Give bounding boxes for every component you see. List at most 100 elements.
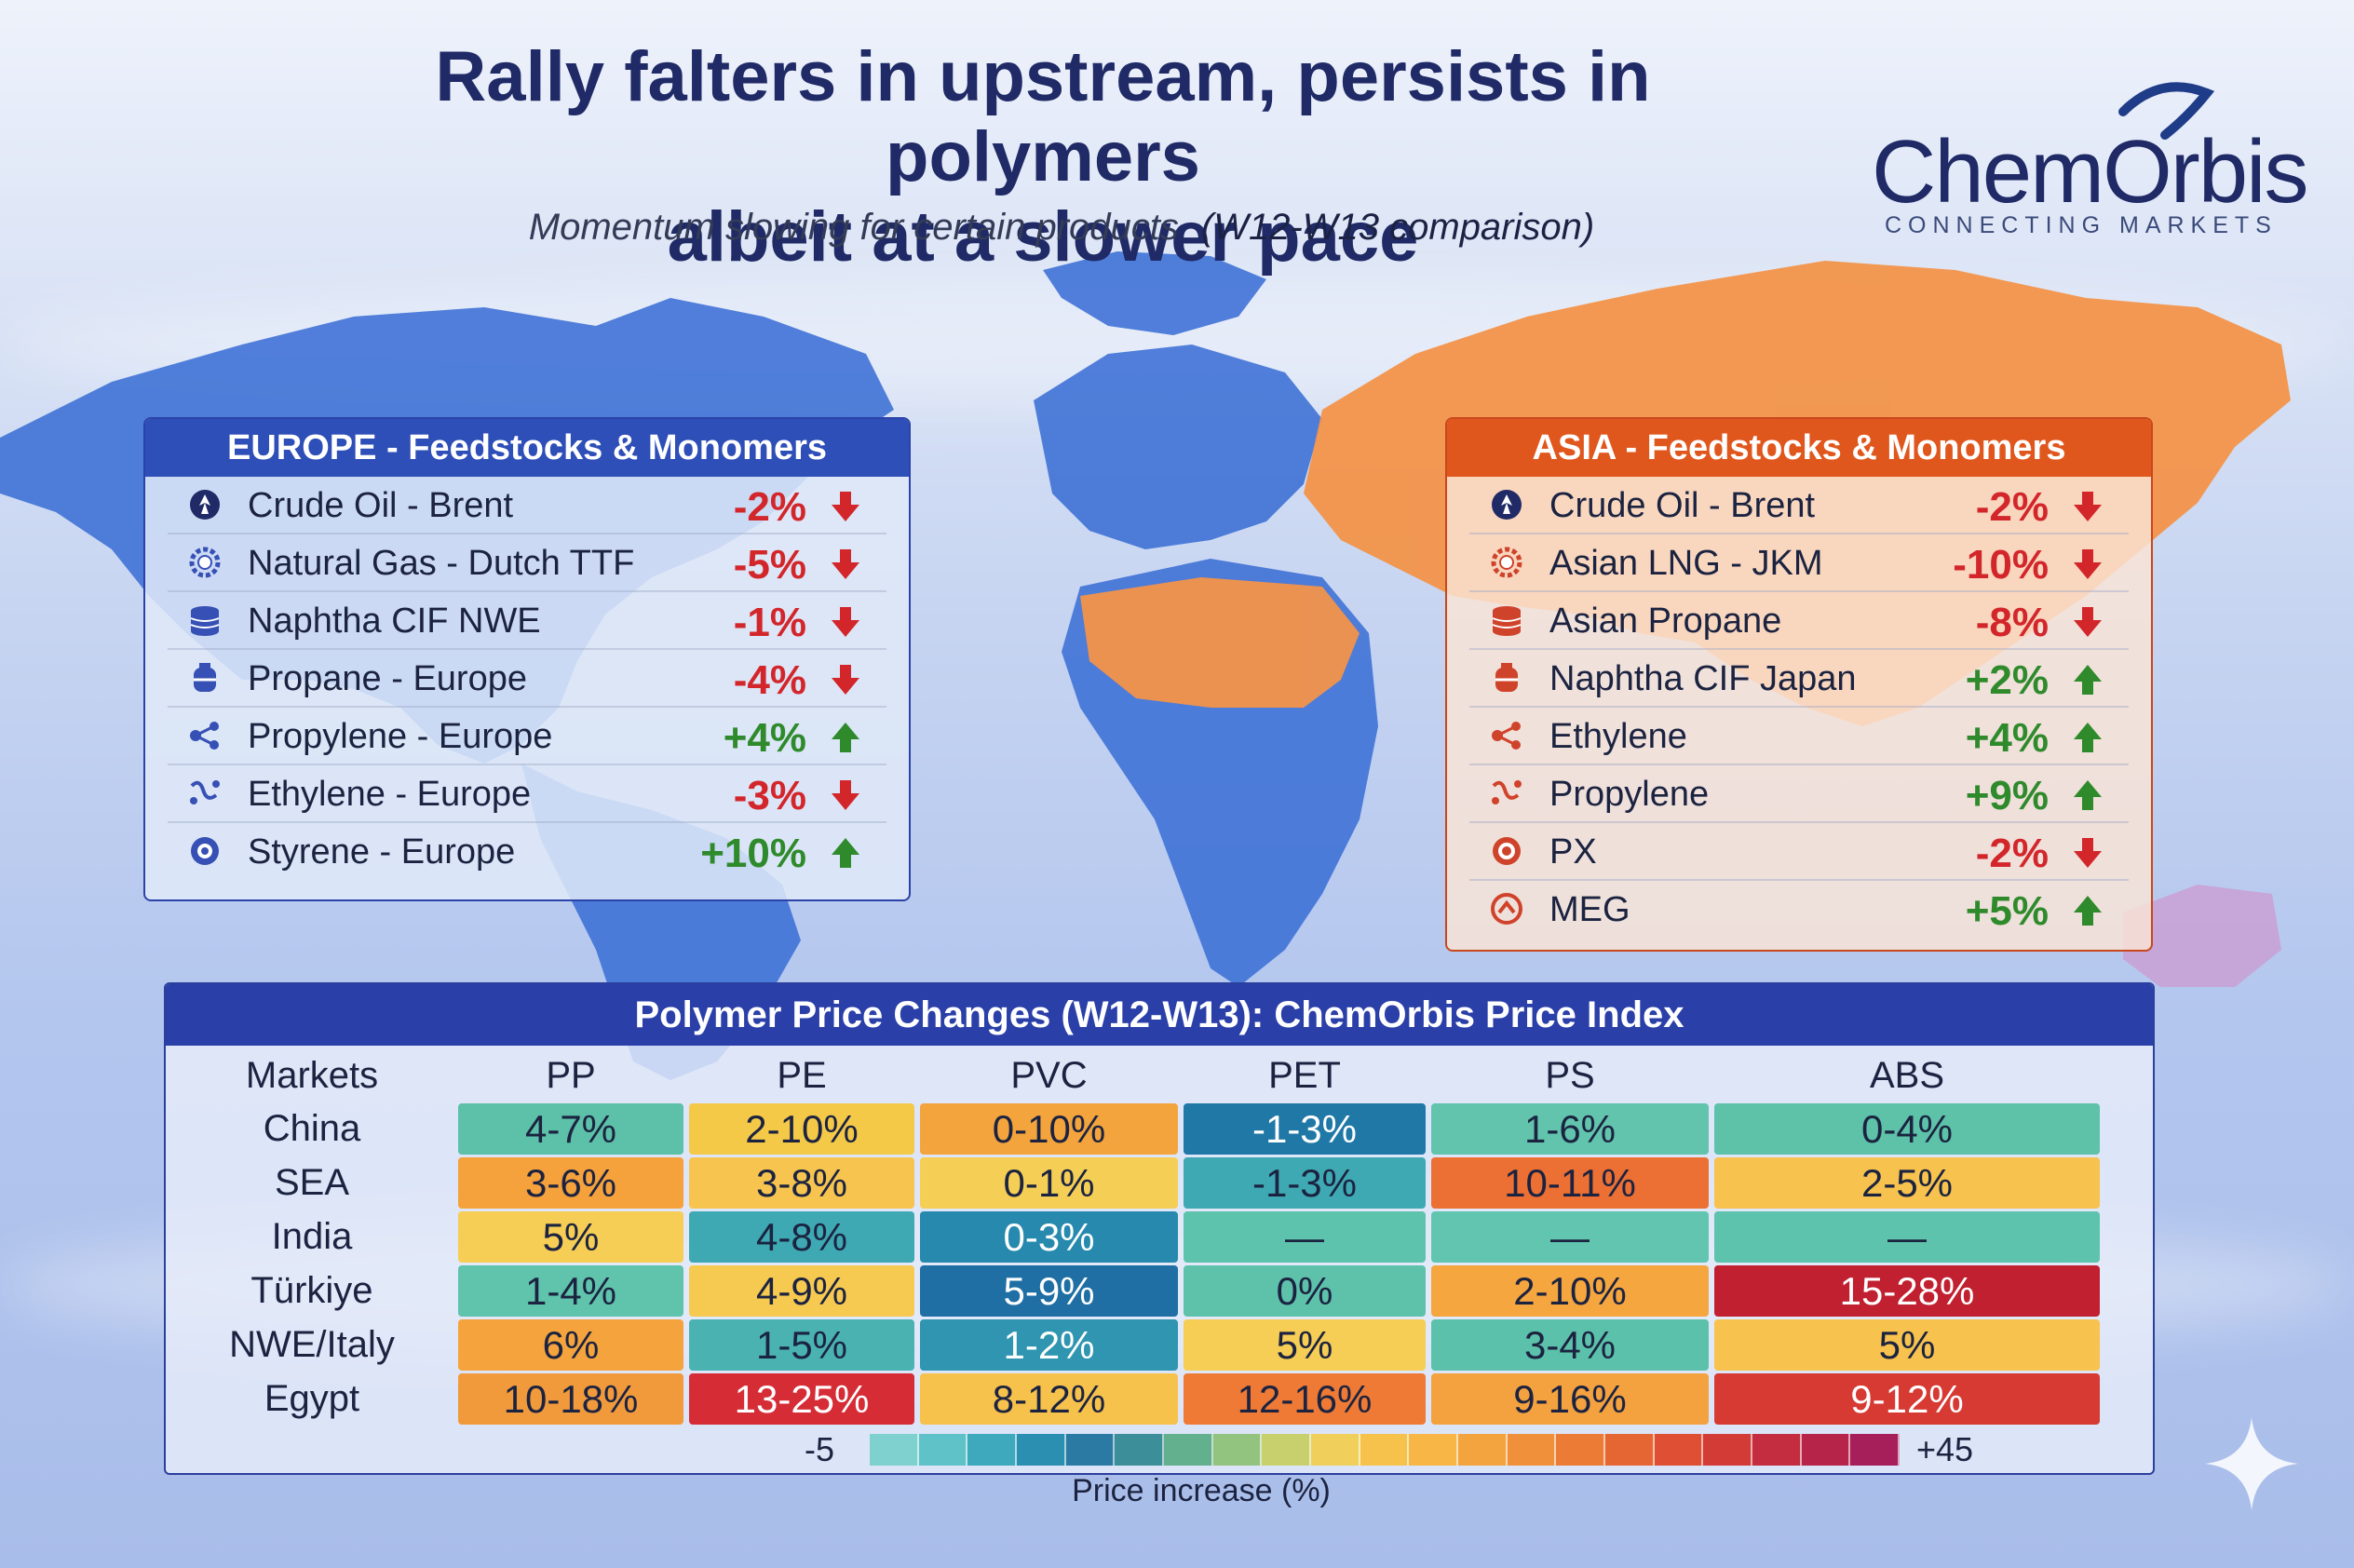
meg-icon [1491,893,1522,925]
gear-icon [1491,547,1522,578]
asia-list: Crude Oil - Brent -2% Asian LNG - JKM -10% A… [1447,477,2151,937]
list-item: Propylene +9% [1469,765,2129,823]
styrene-ring-icon [191,837,219,865]
scale-swatch [1556,1434,1606,1466]
molecule-icon [190,722,219,750]
logo-wordmark: ChemOrbis [1872,122,2308,222]
price-cell: 4-8% [689,1211,914,1263]
price-cell: — [1431,1211,1709,1263]
arrow-up-icon [2074,896,2102,926]
item-name: Asian LNG - JKM [1549,544,1823,583]
color-scale [870,1434,1901,1466]
price-cell: 5-9% [920,1265,1178,1317]
europe-list: Crude Oil - Brent -2% Natural Gas - Dutch … [145,477,909,879]
list-item: Crude Oil - Brent -2% [1469,477,2129,534]
price-cell: 3-8% [689,1157,914,1209]
ethylene-molecule-icon [1492,780,1522,804]
arrow-up-icon [2074,723,2102,752]
market-label: SEA [274,1162,350,1203]
item-name: Styrene - Europe [248,832,516,872]
item-name: Natural Gas - Dutch TTF [248,544,635,583]
list-item: Ethylene +4% [1469,708,2129,765]
arrow-down-icon [832,549,859,579]
table-row: China 4-7% 2-10% 0-10% -1-3% 1-6% 0-4% [171,1103,2100,1155]
item-change: -1% [733,600,806,645]
list-item: MEG +5% [1469,881,2129,937]
table-row: Türkiye 1-4% 4-9% 5-9% 0% 2-10% 15-28% [171,1265,2100,1317]
price-cell: -1-3% [1184,1157,1426,1209]
scale-swatch [1360,1434,1410,1466]
item-name: Crude Oil - Brent [248,486,514,525]
item-name: Propylene [1549,775,1710,814]
propane-tank-icon [1495,663,1518,692]
item-change: -3% [733,773,806,818]
scale-swatch [1409,1434,1459,1466]
sparkle-icon [2205,1417,2298,1510]
price-cell: — [1714,1211,2100,1263]
arrow-up-icon [2074,780,2102,810]
item-change: -5% [733,542,806,588]
table-row: India 5% 4-8% 0-3% — — — [171,1211,2100,1263]
price-cell: 2-10% [689,1103,914,1155]
europe-heading: EUROPE - Feedstocks & Monomers [145,419,909,477]
item-name: Naphtha CIF NWE [248,602,541,641]
item-name: Propylene - Europe [248,717,553,756]
crude-oil-icon [190,490,220,520]
scale-swatch [1507,1434,1557,1466]
price-cell: 8-12% [920,1373,1178,1425]
item-change: -4% [733,657,806,703]
item-name: Crude Oil - Brent [1549,486,1816,525]
barrel-icon [1492,606,1522,636]
scale-swatch [1164,1434,1213,1466]
price-cell: 6% [458,1319,683,1371]
scale-swatch [870,1434,919,1466]
price-cell: 3-6% [458,1157,683,1209]
subtitle-text: Momentum slowing for certain products [528,207,1179,248]
column-header: ABS [1869,1054,1945,1096]
list-item: Asian LNG - JKM -10% [1469,534,2129,592]
item-name: Naphtha CIF Japan [1549,659,1857,698]
price-cell: 10-11% [1431,1157,1709,1209]
price-cell: 3-4% [1431,1319,1709,1371]
price-cell: 10-18% [458,1373,683,1425]
price-cell: 0-4% [1714,1103,2100,1155]
list-item: PX -2% [1469,823,2129,881]
price-cell: 1-4% [458,1265,683,1317]
title-line-1: Rally falters in upstream, persists in p… [435,37,1651,196]
item-name: Ethylene [1549,717,1687,756]
arrow-up-icon [832,838,859,868]
table-row: SEA 3-6% 3-8% 0-1% -1-3% 10-11% 2-5% [171,1157,2100,1209]
arrow-down-icon [832,607,859,637]
arrow-down-icon [2074,607,2102,637]
logo-swoosh-icon [2118,82,2215,140]
arrow-down-icon [2074,549,2102,579]
price-cell: 9-12% [1714,1373,2100,1425]
scale-swatch [1850,1434,1901,1466]
scale-swatch [1752,1434,1802,1466]
asia-panel: ASIA - Feedstocks & Monomers Crude Oil -… [1445,417,2153,952]
table-body: China 4-7% 2-10% 0-10% -1-3% 1-6% 0-4% SEA 3-6% 3… [171,1103,2100,1425]
list-item: Crude Oil - Brent -2% [168,477,886,534]
price-cell: 13-25% [689,1373,914,1425]
column-header: PE [777,1054,827,1096]
item-name: Asian Propane [1549,602,1782,641]
market-label: India [271,1216,353,1257]
market-label: China [263,1108,361,1149]
price-cell: 0% [1184,1265,1426,1317]
list-item: Naphtha CIF Japan +2% [1469,650,2129,708]
table-row: NWE/Italy 6% 1-5% 1-2% 5% 3-4% 5% [171,1319,2100,1371]
europe-panel: EUROPE - Feedstocks & Monomers Crude Oil… [143,417,911,901]
market-label: NWE/Italy [229,1324,395,1365]
item-change: -2% [733,484,806,530]
item-change: -2% [1975,484,2049,530]
item-change: -10% [1953,542,2049,588]
arrow-up-icon [832,723,859,752]
scale-swatch [1605,1434,1655,1466]
list-item: Naphtha CIF NWE -1% [168,592,886,650]
price-cell: 5% [1184,1319,1426,1371]
arrow-down-icon [832,492,859,521]
scale-swatch [1262,1434,1312,1466]
item-change: +2% [1965,657,2049,703]
list-item: Asian Propane -8% [1469,592,2129,650]
price-cell: — [1184,1211,1426,1263]
